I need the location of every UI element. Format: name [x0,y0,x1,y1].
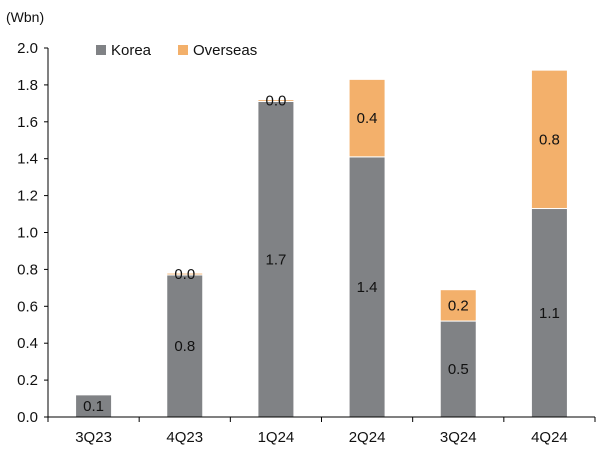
bar-overseas-4q24 [530,69,568,210]
bar-overseas-4q23 [166,272,204,276]
bar-korea-2q24 [348,156,386,418]
bar-korea-1q24 [257,101,295,418]
bars: 0.1 0.8 0.0 1.7 0.0 1.4 0.4 0.5 0.2 1.1 0.8 [75,69,568,418]
y-tick-label: 0.8 [17,261,38,278]
legend-label-korea: Korea [111,42,152,59]
x-axis: 3Q23 4Q23 1Q24 2Q24 3Q24 4Q24 [47,416,596,446]
data-label-korea-3q23: 0.1 [83,398,104,415]
data-label-korea-2q24: 1.4 [357,279,378,296]
bar-korea-3q24 [439,320,477,418]
x-tick-label: 3Q24 [440,429,477,446]
y-tick-label: 0.0 [17,409,38,426]
x-tick-label: 2Q24 [349,429,386,446]
y-tick-label: 1.8 [17,77,38,94]
data-label-korea-1q24: 1.7 [265,251,286,268]
legend-label-overseas: Overseas [193,42,257,59]
legend-swatch-korea [96,45,106,55]
bar-korea-4q23 [166,274,204,418]
y-tick-label: 0.2 [17,372,38,389]
bar-overseas-2q24 [348,78,386,158]
x-tick-label: 1Q24 [258,429,295,446]
y-axis: 0.0 0.2 0.4 0.6 0.8 1.0 1.2 1.4 1.6 1.8 2.0 [17,40,49,426]
y-tick-label: 0.4 [17,335,38,352]
data-label-korea-4q23: 0.8 [174,338,195,355]
data-label-overseas-3q24: 0.2 [448,297,469,314]
data-label-korea-3q24: 0.5 [448,361,469,378]
legend: Korea Overseas [96,42,257,59]
data-label-overseas-4q24: 0.8 [539,131,560,148]
x-tick-label: 3Q23 [75,429,112,446]
y-tick-label: 1.2 [17,188,38,205]
y-tick-label: 2.0 [17,40,38,57]
data-label-overseas-2q24: 0.4 [357,110,378,127]
y-tick-label: 0.6 [17,298,38,315]
y-tick-label: 1.0 [17,225,38,242]
bar-overseas-3q24 [439,289,477,322]
y-tick-label: 1.6 [17,114,38,131]
y-tick-label: 1.4 [17,151,38,168]
unit-label: (Wbn) [6,9,44,25]
x-tick-label: 4Q24 [531,429,568,446]
data-label-korea-4q24: 1.1 [539,305,560,322]
x-tick-label: 4Q23 [166,429,203,446]
bar-overseas-1q24 [257,99,295,103]
legend-swatch-overseas [178,45,188,55]
data-label-overseas-1q24: 0.0 [265,93,286,110]
data-label-overseas-4q23: 0.0 [174,266,195,283]
bar-korea-4q24 [530,208,568,418]
